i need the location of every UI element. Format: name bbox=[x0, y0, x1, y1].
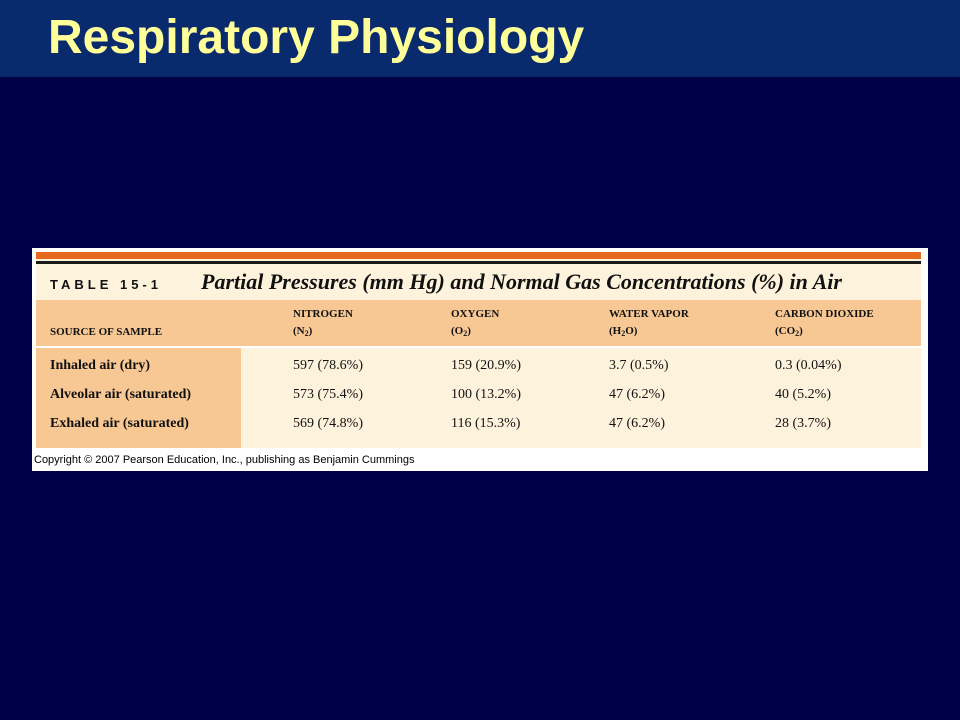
table-label: TABLE 15-1 bbox=[50, 277, 162, 292]
table-header-band bbox=[36, 300, 921, 346]
table-header-divider bbox=[36, 346, 921, 348]
gas-concentration-table: TABLE 15-1 Partial Pressures (mm Hg) and… bbox=[36, 252, 921, 448]
table-cell: 100 (13.2%) bbox=[451, 387, 521, 402]
table-black-rule bbox=[36, 261, 921, 264]
column-header-carbon-dioxide: CARBON DIOXIDE (CO2) bbox=[775, 308, 874, 338]
table-cell: 0.3 (0.04%) bbox=[775, 358, 842, 373]
table-cell: 40 (5.2%) bbox=[775, 387, 831, 402]
column-header-oxygen: OXYGEN (O2) bbox=[451, 308, 500, 338]
table-caption: Partial Pressures (mm Hg) and Normal Gas… bbox=[201, 269, 842, 294]
copyright-text: Copyright © 2007 Pearson Education, Inc.… bbox=[34, 454, 415, 466]
title-bar: Respiratory Physiology bbox=[0, 0, 960, 77]
table-cell: 569 (74.8%) bbox=[293, 416, 363, 431]
row-header-label: SOURCE OF SAMPLE bbox=[50, 326, 163, 338]
table-cell: 597 (78.6%) bbox=[293, 358, 363, 373]
column-header-nitrogen: NITROGEN (N2) bbox=[293, 308, 353, 338]
table-row-header-band bbox=[36, 346, 241, 448]
slide-title: Respiratory Physiology bbox=[48, 11, 585, 64]
row-label-alveolar: Alveolar air (saturated) bbox=[50, 387, 192, 402]
table-figure: TABLE 15-1 Partial Pressures (mm Hg) and… bbox=[32, 248, 928, 471]
table-cell: 28 (3.7%) bbox=[775, 416, 831, 431]
table-cell: 47 (6.2%) bbox=[609, 387, 665, 402]
table-cell: 573 (75.4%) bbox=[293, 387, 363, 402]
table-cell: 159 (20.9%) bbox=[451, 358, 521, 373]
table-cell: 3.7 (0.5%) bbox=[609, 358, 669, 373]
table-cell: 116 (15.3%) bbox=[451, 416, 521, 431]
row-label-exhaled: Exhaled air (saturated) bbox=[50, 416, 189, 431]
row-label-inhaled: Inhaled air (dry) bbox=[50, 358, 151, 373]
column-header-water-vapor: WATER VAPOR (H2O) bbox=[609, 308, 689, 338]
table-cell: 47 (6.2%) bbox=[609, 416, 665, 431]
table-top-rule bbox=[36, 252, 921, 259]
